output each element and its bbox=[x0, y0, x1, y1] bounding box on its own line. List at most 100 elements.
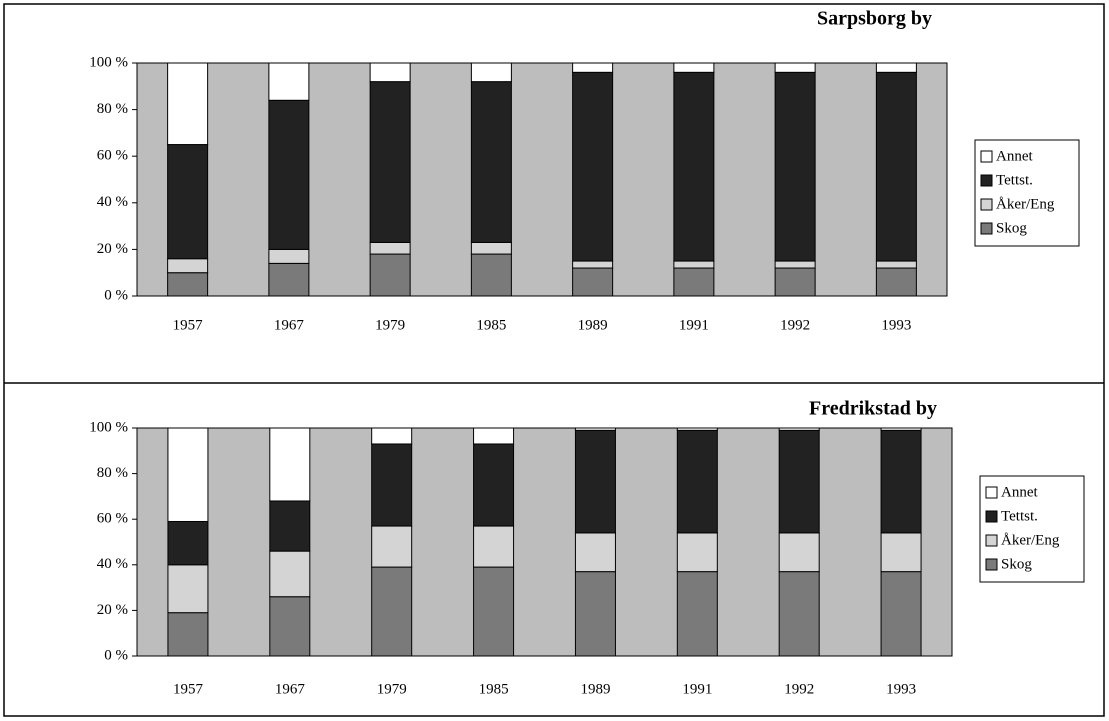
bar-segment bbox=[880, 532, 922, 573]
bar-segment bbox=[269, 427, 311, 502]
legend-label: Åker/Eng bbox=[1001, 532, 1060, 548]
bar-segment bbox=[473, 566, 515, 657]
bar-segment bbox=[369, 253, 411, 297]
bar-segment bbox=[875, 62, 917, 73]
x-tick-label: 1985 bbox=[479, 681, 509, 697]
bar-segment bbox=[167, 62, 209, 146]
x-tick-label: 1992 bbox=[784, 681, 814, 697]
legend-swatch bbox=[985, 486, 998, 499]
y-tick-label: 20 % bbox=[97, 241, 128, 257]
y-tick-label: 80 % bbox=[97, 101, 128, 117]
bar-segment bbox=[673, 62, 715, 73]
bar-segment bbox=[572, 62, 614, 73]
bar-segment bbox=[673, 260, 715, 269]
x-tick-label: 1993 bbox=[886, 681, 916, 697]
y-tick-label: 40 % bbox=[97, 194, 128, 210]
bar-segment bbox=[369, 81, 411, 243]
y-tick-label: 0 % bbox=[104, 287, 128, 303]
x-tick-label: 1979 bbox=[375, 317, 405, 333]
bar-segment bbox=[268, 62, 310, 101]
legend-label: Annet bbox=[996, 148, 1033, 164]
plot-area bbox=[136, 427, 953, 657]
bar-segment bbox=[774, 62, 816, 73]
legend-swatch bbox=[985, 510, 998, 523]
bar-segment bbox=[778, 532, 820, 573]
bar-segment bbox=[676, 427, 718, 431]
bar-segment bbox=[371, 566, 413, 657]
bar-segment bbox=[167, 520, 209, 566]
bar-segment bbox=[572, 260, 614, 269]
bar-segment bbox=[778, 571, 820, 657]
bar-segment bbox=[167, 144, 209, 260]
bar-segment bbox=[676, 532, 718, 573]
bar-segment bbox=[880, 571, 922, 657]
legend-swatch bbox=[980, 222, 993, 235]
bar-segment bbox=[167, 427, 209, 522]
bar-segment bbox=[774, 71, 816, 262]
plot-area bbox=[136, 62, 948, 297]
bar-segment bbox=[574, 429, 616, 534]
chart-title: Fredrikstad by bbox=[809, 398, 937, 420]
bar-segment bbox=[574, 427, 616, 431]
y-tick-label: 20 % bbox=[97, 602, 128, 618]
y-tick-label: 0 % bbox=[104, 647, 128, 663]
bar-segment bbox=[167, 564, 209, 614]
x-tick-label: 1967 bbox=[274, 317, 305, 333]
bar-segment bbox=[269, 500, 311, 552]
bar-segment bbox=[880, 429, 922, 534]
bar-segment bbox=[269, 550, 311, 598]
bar-segment bbox=[778, 429, 820, 534]
legend-swatch bbox=[985, 558, 998, 571]
bar-segment bbox=[268, 248, 310, 264]
bar-segment bbox=[875, 267, 917, 297]
bar-segment bbox=[167, 612, 209, 657]
bar-segment bbox=[268, 99, 310, 250]
x-tick-label: 1957 bbox=[173, 681, 204, 697]
bar-segment bbox=[473, 443, 515, 527]
x-tick-label: 1993 bbox=[881, 317, 911, 333]
bar-segment bbox=[369, 62, 411, 83]
x-tick-label: 1967 bbox=[275, 681, 306, 697]
bar-segment bbox=[473, 525, 515, 568]
legend-swatch bbox=[980, 198, 993, 211]
legend-swatch bbox=[985, 534, 998, 547]
bar-segment bbox=[470, 253, 512, 297]
bar-segment bbox=[369, 241, 411, 255]
y-tick-label: 100 % bbox=[89, 54, 128, 70]
y-tick-label: 100 % bbox=[89, 419, 128, 435]
legend-swatch bbox=[980, 150, 993, 163]
x-tick-label: 1991 bbox=[679, 317, 709, 333]
chart-title: Sarpsborg by bbox=[817, 8, 932, 30]
legend-label: Skog bbox=[996, 220, 1027, 236]
bar-segment bbox=[774, 267, 816, 297]
legend-label: Tettst. bbox=[1001, 508, 1038, 524]
bar-segment bbox=[470, 241, 512, 255]
bar-segment bbox=[676, 571, 718, 657]
bar-segment bbox=[572, 71, 614, 262]
bar-segment bbox=[880, 427, 922, 431]
x-tick-label: 1979 bbox=[377, 681, 407, 697]
bar-segment bbox=[774, 260, 816, 269]
legend-label: Annet bbox=[1001, 484, 1038, 500]
bar-segment bbox=[470, 81, 512, 243]
bar-segment bbox=[371, 443, 413, 527]
y-tick-label: 80 % bbox=[97, 465, 128, 481]
x-tick-label: 1989 bbox=[580, 681, 610, 697]
legend-label: Tettst. bbox=[996, 172, 1033, 188]
bar-segment bbox=[875, 260, 917, 269]
y-tick-label: 60 % bbox=[97, 511, 128, 527]
bar-segment bbox=[268, 262, 310, 297]
x-tick-label: 1985 bbox=[476, 317, 506, 333]
bar-segment bbox=[875, 71, 917, 262]
legend-label: Skog bbox=[1001, 556, 1032, 572]
bar-segment bbox=[673, 71, 715, 262]
legend-swatch bbox=[980, 174, 993, 187]
bar-segment bbox=[673, 267, 715, 297]
y-tick-label: 60 % bbox=[97, 148, 128, 164]
x-tick-label: 1957 bbox=[173, 317, 204, 333]
bar-segment bbox=[572, 267, 614, 297]
bar-segment bbox=[473, 427, 515, 445]
x-tick-label: 1992 bbox=[780, 317, 810, 333]
bar-segment bbox=[269, 596, 311, 657]
